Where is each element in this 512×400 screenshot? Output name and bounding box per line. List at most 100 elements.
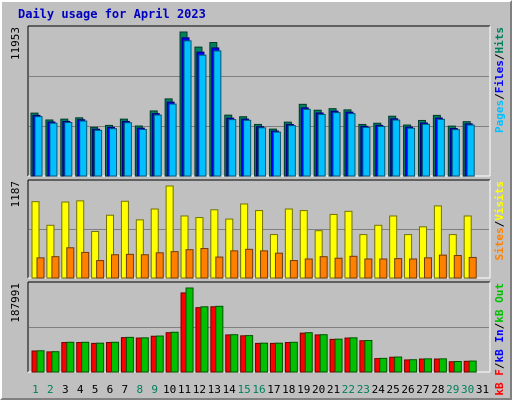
bar	[150, 208, 159, 279]
bar	[289, 260, 298, 279]
legend-separator: /	[493, 322, 506, 329]
bar	[423, 257, 432, 279]
x-tick-label: 24	[372, 383, 386, 396]
bar	[183, 40, 192, 177]
bar	[329, 213, 338, 279]
bar	[210, 209, 219, 279]
bar	[421, 123, 430, 177]
bar	[230, 334, 239, 373]
bar	[258, 127, 267, 177]
panel-3-ymax-label: 187991	[9, 283, 22, 323]
bar	[438, 254, 447, 279]
x-tick-label: 13	[208, 383, 221, 396]
legend-entry: kB In	[493, 329, 506, 362]
x-tick-label: 29	[446, 383, 459, 396]
x-tick-label: 16	[252, 383, 265, 396]
panel-2-legend: Sites/Visits	[493, 181, 506, 261]
bar	[215, 256, 224, 279]
x-tick-label: 26	[401, 383, 414, 396]
bar	[168, 103, 177, 177]
bar	[36, 257, 45, 279]
bar	[111, 254, 120, 279]
bar	[245, 248, 254, 279]
x-tick-label: 9	[151, 383, 158, 396]
bar	[140, 337, 149, 373]
bar	[49, 122, 58, 177]
x-tick-label: 12	[193, 383, 206, 396]
bar	[111, 341, 120, 373]
bar	[468, 360, 477, 373]
bar	[394, 356, 403, 373]
x-tick-label: 5	[92, 383, 99, 396]
bar	[289, 341, 298, 373]
bar	[155, 252, 164, 279]
bar	[334, 338, 343, 373]
bar	[451, 129, 460, 177]
bar	[51, 256, 60, 279]
bar	[198, 54, 207, 177]
bar	[314, 230, 323, 279]
x-tick-label: 20	[312, 383, 325, 396]
x-tick-label: 18	[282, 383, 295, 396]
bar	[51, 351, 60, 373]
bar	[140, 254, 149, 279]
panel-1-ymax-label: 11953	[9, 27, 22, 60]
bar	[245, 335, 254, 373]
bar	[317, 113, 326, 177]
bar	[106, 214, 115, 279]
bar	[170, 251, 179, 279]
x-tick-label: 4	[77, 383, 84, 396]
x-tick-label: 15	[237, 383, 250, 396]
legend-entry: Pages	[493, 100, 506, 133]
bar	[243, 119, 252, 177]
x-tick-label: 8	[136, 383, 143, 396]
bar	[96, 260, 105, 279]
bar	[34, 116, 43, 177]
bar	[349, 337, 358, 373]
bar	[349, 255, 358, 279]
bar	[81, 341, 90, 373]
bar	[91, 230, 100, 279]
bar	[274, 252, 283, 279]
bar	[274, 342, 283, 373]
x-tick-label: 17	[267, 383, 280, 396]
bar	[364, 339, 373, 373]
x-tick-label: 2	[47, 383, 54, 396]
bar	[453, 360, 462, 373]
bar	[79, 120, 88, 177]
bar	[228, 119, 237, 177]
bar	[125, 253, 134, 279]
bar	[200, 248, 209, 279]
bar	[466, 124, 475, 177]
legend-separator: /	[493, 220, 506, 227]
bar	[138, 128, 147, 177]
x-tick-label: 30	[461, 383, 474, 396]
bar	[299, 210, 308, 279]
bar	[260, 250, 269, 279]
bar	[409, 258, 418, 279]
bar	[96, 342, 105, 373]
x-tick-label: 3	[62, 383, 69, 396]
bar	[81, 251, 90, 279]
x-tick-label: 14	[223, 383, 237, 396]
panel-1-legend: Pages/Files/Hits	[493, 27, 506, 133]
bar	[284, 208, 293, 279]
bar	[109, 128, 118, 177]
bar	[36, 350, 45, 373]
bar	[180, 215, 189, 279]
bar	[392, 119, 401, 177]
bar	[125, 336, 134, 373]
x-tick-label: 22	[342, 383, 355, 396]
legend-entry: kB Out	[493, 283, 506, 323]
x-tick-label: 19	[297, 383, 310, 396]
bar	[389, 215, 398, 279]
bar	[66, 247, 75, 279]
bar	[153, 114, 162, 177]
bar	[304, 332, 313, 373]
bar	[64, 122, 73, 177]
bar	[362, 126, 371, 177]
bar	[170, 331, 179, 373]
bar	[185, 287, 194, 373]
bar	[436, 118, 445, 177]
bar	[302, 108, 311, 177]
